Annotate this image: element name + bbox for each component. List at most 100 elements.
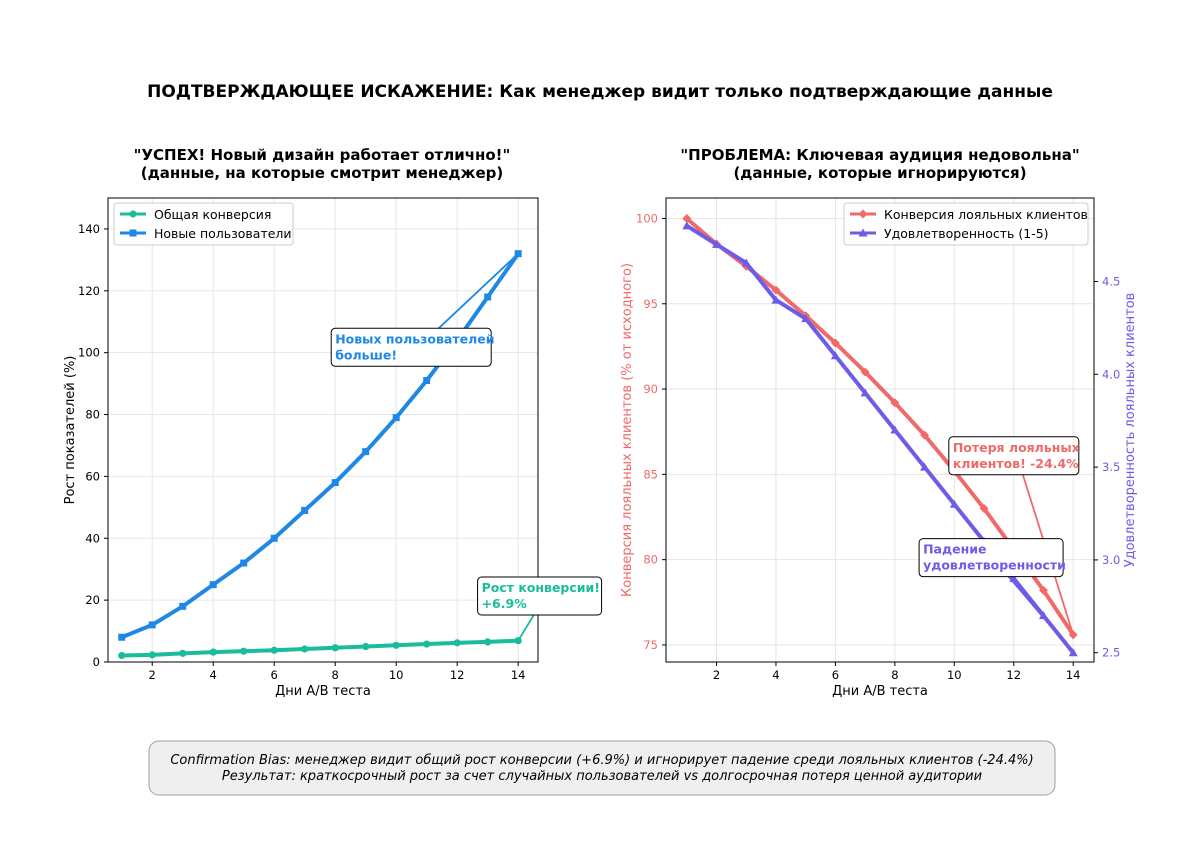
left-x-tick-label: 8 [332, 668, 339, 682]
right-annotation-text-2-line1: Падение [923, 542, 986, 557]
chart-left: "УСПЕХ! Новый дизайн работает отлично!" … [63, 146, 603, 699]
right-annotation-box-1 [948, 436, 1080, 476]
right-y-tick-label: 100 [636, 211, 658, 225]
right-annotation-box-2 [918, 538, 1064, 578]
right-x-axis-label: Дни A/B теста [832, 684, 928, 699]
right-series-1-point [860, 367, 870, 377]
left-annotation-text-1-line2: больше! [335, 347, 397, 362]
right-y-tick-label: 80 [643, 553, 658, 567]
right-x-tick-label: 14 [1066, 668, 1081, 682]
left-x-tick-label: 10 [389, 668, 404, 682]
right-y2-axis-label: Удовлетворенность лояльных клиентов [1123, 293, 1138, 568]
right-x-tick-label: 12 [1006, 668, 1021, 682]
right-legend-item-2: Удовлетворенность (1-5) [884, 226, 1049, 241]
right-annotation-text-1-line1: Потеря лояльных [953, 440, 1080, 455]
left-series-2-point [270, 534, 278, 542]
left-series-1-point [423, 640, 431, 648]
right-y2-tick-label: 3.5 [1102, 460, 1120, 474]
left-x-tick-label: 6 [271, 668, 278, 682]
left-legend-item-1: Общая конверсия [154, 207, 271, 222]
left-y-tick-label: 120 [78, 284, 100, 298]
right-y-axis-label: Конверсия лояльных клиентов (% от исходн… [620, 263, 635, 597]
left-plot-frame [107, 197, 539, 663]
right-series-2-point [682, 221, 692, 230]
left-x-tick-label: 2 [149, 668, 156, 682]
left-series-2-point [331, 479, 339, 487]
right-series-2-point [920, 462, 930, 471]
right-series-2-point [741, 258, 751, 267]
left-series-1-point [392, 641, 400, 649]
left-y-tick-label: 20 [85, 593, 100, 607]
left-series-2-point [301, 506, 309, 514]
left-series-2-point [209, 581, 217, 589]
right-plot-frame [665, 197, 1095, 663]
left-series-1-point [301, 645, 309, 653]
left-series-1-point [240, 647, 248, 655]
right-series-1-point [830, 338, 840, 348]
right-ticks: 2 4 6 8 10 12 14 75 80 85 90 95 100 2.5 3.0 3.5 4.0 4.5 [636, 211, 1120, 682]
right-series-2-point [890, 425, 900, 434]
right-series-2-point [771, 295, 781, 304]
left-x-tick-label: 4 [210, 668, 217, 682]
left-annotation-box-2 [477, 576, 603, 616]
left-y-axis-label: Рост показателей (%) [63, 356, 78, 505]
left-series-2-point [484, 293, 492, 301]
left-chart-title-line1: "УСПЕХ! Новый дизайн работает отлично!" [134, 146, 511, 164]
right-annotation-text-1-line2: клиентов! -24.4% [953, 456, 1079, 471]
right-y2-tick-label: 4.5 [1102, 275, 1120, 289]
right-series-2-point [860, 388, 870, 397]
right-y2-tick-label: 3.0 [1102, 553, 1120, 567]
right-series-2-point [1038, 611, 1048, 620]
left-annotation-box-1 [330, 327, 492, 367]
left-x-tick-label: 12 [450, 668, 465, 682]
right-x-tick-label: 6 [832, 668, 839, 682]
right-legend-item-1: Конверсия лояльных клиентов [884, 207, 1088, 222]
left-y-tick-label: 100 [78, 346, 100, 360]
left-legend: Общая конверсия Новые пользователи [113, 202, 294, 246]
right-y-tick-label: 85 [643, 467, 658, 481]
figure-title: ПОДТВЕРЖДАЮЩЕЕ ИСКАЖЕНИЕ: Как менеджер в… [147, 82, 1053, 102]
left-legend-item-2: Новые пользователи [154, 226, 292, 241]
right-x-tick-label: 2 [713, 668, 720, 682]
left-y-tick-label: 0 [93, 655, 100, 669]
right-y2-tick-label: 4.0 [1102, 367, 1120, 381]
footer-note: Confirmation Bias: менеджер видит общий … [148, 740, 1056, 796]
right-series-1-point [682, 213, 692, 223]
left-series-1-point [331, 644, 339, 652]
left-series-1-point [148, 651, 156, 659]
right-series-1-point [771, 285, 781, 295]
left-series-1-point [362, 642, 370, 651]
right-annotation-text-2-line2: удовлетворенности [923, 558, 1066, 573]
right-legend: Конверсия лояльных клиентов Удовлетворен… [843, 202, 1089, 246]
right-x-tick-label: 4 [772, 668, 779, 682]
right-x-tick-label: 10 [947, 668, 962, 682]
right-series-2-point [801, 314, 811, 323]
left-series-2-point [179, 602, 187, 610]
right-x-tick-label: 8 [891, 668, 898, 682]
right-series-1-point [979, 503, 989, 513]
left-series-1-point [118, 651, 126, 660]
left-y-tick-label: 140 [78, 222, 100, 236]
left-y-tick-label: 60 [85, 469, 100, 483]
right-series-1-point [890, 398, 900, 408]
left-y-tick-label: 40 [85, 531, 100, 545]
right-series-2-point [949, 499, 959, 508]
left-series-line-1 [121, 638, 519, 658]
left-series-1-point [484, 638, 492, 646]
right-series-1-point [1038, 585, 1048, 595]
right-chart-title-line1: "ПРОБЛЕМА: Ключевая аудиция недовольна" [680, 146, 1079, 164]
left-series-1-point [453, 639, 461, 647]
right-series-1-point [920, 430, 930, 440]
left-annotation-text-2-line1: Рост конверсии! [482, 580, 600, 595]
left-series-2-point [423, 377, 431, 385]
right-y2-tick-label: 2.5 [1102, 646, 1120, 660]
left-series-2-point [240, 559, 248, 567]
left-series-2-point [362, 448, 370, 456]
right-chart-title-line2: (данные, которые игнорируются) [733, 164, 1026, 182]
left-series-1-point [209, 648, 217, 656]
left-series-2-point [392, 414, 400, 422]
right-series-2-point [830, 351, 840, 360]
right-y-tick-label: 90 [643, 382, 658, 396]
